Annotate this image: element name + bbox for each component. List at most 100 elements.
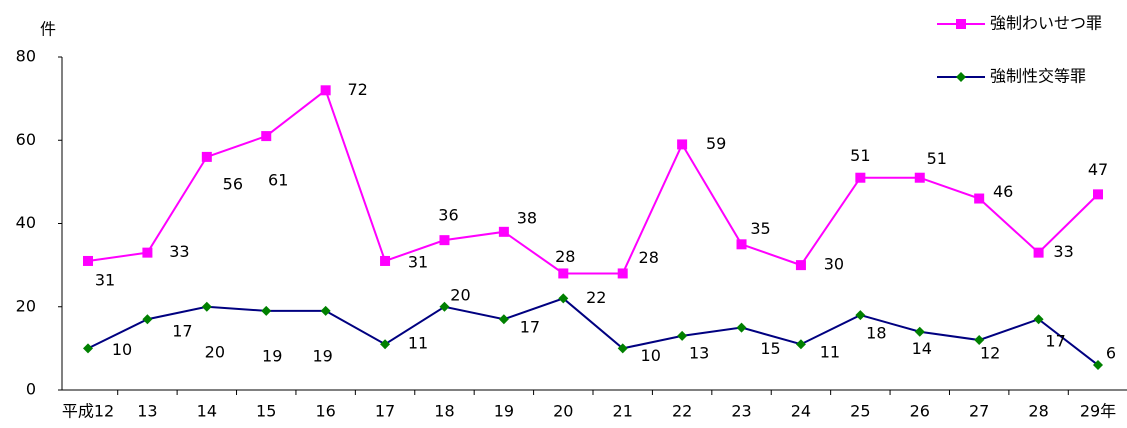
y-tick-label: 80 bbox=[16, 47, 36, 66]
data-label: 12 bbox=[980, 344, 1000, 363]
marker bbox=[558, 268, 569, 279]
marker bbox=[1093, 189, 1103, 200]
x-tick-label: 28 bbox=[1028, 402, 1048, 421]
x-tick-label: 17 bbox=[375, 402, 395, 421]
marker bbox=[1033, 314, 1044, 325]
data-label: 20 bbox=[205, 342, 225, 361]
marker bbox=[201, 151, 212, 162]
data-label: 10 bbox=[112, 340, 132, 359]
data-label: 59 bbox=[706, 134, 726, 153]
data-label: 38 bbox=[517, 208, 537, 227]
x-tick-label: 29年 bbox=[1080, 402, 1116, 421]
data-label: 20 bbox=[450, 285, 470, 304]
data-label: 18 bbox=[866, 324, 886, 343]
x-tick-label: 25 bbox=[850, 402, 870, 421]
data-label: 11 bbox=[820, 343, 840, 362]
marker bbox=[974, 335, 985, 346]
data-label: 35 bbox=[750, 219, 770, 238]
data-label: 51 bbox=[927, 149, 947, 168]
marker bbox=[736, 239, 747, 250]
marker bbox=[320, 305, 331, 316]
data-label: 28 bbox=[639, 248, 659, 267]
x-tick-label: 23 bbox=[731, 402, 751, 421]
marker bbox=[142, 314, 153, 325]
marker bbox=[439, 235, 450, 246]
marker bbox=[1033, 247, 1044, 258]
marker bbox=[677, 139, 688, 150]
marker bbox=[956, 19, 966, 29]
x-tick-label: 13 bbox=[137, 402, 157, 421]
data-label: 14 bbox=[912, 339, 932, 358]
marker bbox=[320, 85, 331, 96]
data-label: 19 bbox=[262, 346, 282, 365]
series-line bbox=[87, 297, 1099, 366]
data-label: 36 bbox=[438, 206, 458, 225]
y-tick-label: 0 bbox=[26, 380, 36, 399]
marker bbox=[498, 226, 509, 237]
marker bbox=[677, 330, 688, 341]
marker bbox=[914, 172, 925, 183]
x-tick-label: 14 bbox=[197, 402, 217, 421]
data-label: 6 bbox=[1106, 344, 1116, 363]
data-label: 15 bbox=[760, 339, 780, 358]
x-tick-label: 24 bbox=[791, 402, 811, 421]
data-label: 10 bbox=[641, 346, 661, 365]
y-tick-label: 60 bbox=[16, 130, 36, 149]
marker bbox=[974, 193, 985, 204]
marker bbox=[736, 322, 747, 333]
y-tick-label: 40 bbox=[16, 213, 36, 232]
series-line bbox=[87, 88, 1099, 275]
data-label: 13 bbox=[689, 343, 709, 362]
x-tick-label: 22 bbox=[672, 402, 692, 421]
x-tick-label: 19 bbox=[494, 402, 514, 421]
marker bbox=[558, 293, 569, 304]
data-label: 31 bbox=[408, 252, 428, 271]
marker bbox=[83, 343, 93, 354]
y-tick-label: 20 bbox=[16, 296, 36, 315]
data-label: 46 bbox=[993, 182, 1013, 201]
x-tick-label: 16 bbox=[315, 402, 335, 421]
marker bbox=[1093, 360, 1103, 371]
marker bbox=[142, 247, 153, 258]
marker bbox=[498, 314, 509, 325]
data-label: 61 bbox=[268, 171, 288, 190]
data-label: 33 bbox=[169, 242, 189, 261]
marker bbox=[855, 172, 866, 183]
x-tick-label: 15 bbox=[256, 402, 276, 421]
x-tick-label: 18 bbox=[434, 402, 454, 421]
marker bbox=[617, 343, 628, 354]
marker bbox=[855, 310, 866, 321]
data-label: 19 bbox=[312, 346, 332, 365]
data-label: 17 bbox=[172, 322, 192, 341]
marker bbox=[617, 268, 628, 279]
data-label: 22 bbox=[586, 288, 606, 307]
marker bbox=[380, 339, 391, 350]
data-label: 56 bbox=[223, 174, 243, 193]
data-label: 28 bbox=[555, 247, 575, 266]
marker bbox=[956, 72, 966, 82]
marker bbox=[261, 131, 272, 142]
marker bbox=[83, 255, 93, 266]
unit-label: 件 bbox=[40, 20, 56, 39]
data-label: 31 bbox=[95, 270, 115, 289]
legend-label: 強制性交等罪 bbox=[990, 67, 1086, 86]
x-tick-label: 平成12 bbox=[62, 402, 114, 421]
marker bbox=[795, 260, 806, 271]
marker bbox=[795, 339, 806, 350]
data-label: 33 bbox=[1053, 242, 1073, 261]
data-label: 11 bbox=[408, 334, 428, 353]
marker bbox=[439, 301, 450, 312]
x-tick-label: 26 bbox=[910, 402, 930, 421]
x-tick-label: 27 bbox=[969, 402, 989, 421]
marker bbox=[261, 305, 272, 316]
x-tick-label: 21 bbox=[613, 402, 633, 421]
marker bbox=[914, 326, 925, 337]
legend-label: 強制わいせつ罪 bbox=[990, 14, 1102, 33]
x-tick-label: 20 bbox=[553, 402, 573, 421]
marker bbox=[380, 255, 391, 266]
data-label: 51 bbox=[850, 146, 870, 165]
data-label: 17 bbox=[1045, 332, 1065, 351]
data-label: 17 bbox=[520, 318, 540, 337]
data-label: 47 bbox=[1088, 160, 1108, 179]
